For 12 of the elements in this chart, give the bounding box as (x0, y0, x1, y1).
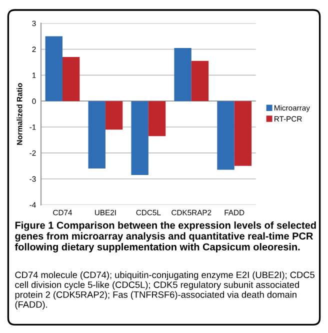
text: Figure 1 Comparison between the expression levels of selected genes from microarray analysis and quantitative real-time PCR following dietary supplementation with Capsicum oleoresin. (14, 221, 316, 252)
bar (191, 60, 209, 102)
bar (217, 101, 234, 170)
bar (131, 101, 148, 175)
bar (148, 101, 166, 136)
bar (105, 101, 123, 130)
text: CD74 molecule (CD74); ubiquitin-conjugating enzyme E2I (UBE2I); CDC5 cell division cycle 5-like (CDC5L); CDK5 regulatory subunit associated protein 2 (CDK5RAP2); Fas (TNFRSF6)-associated via death domain (FADD). (15, 271, 314, 310)
bar (88, 101, 106, 168)
bar (62, 57, 80, 102)
bar (234, 101, 252, 166)
bar (174, 48, 192, 102)
bar (45, 36, 62, 102)
